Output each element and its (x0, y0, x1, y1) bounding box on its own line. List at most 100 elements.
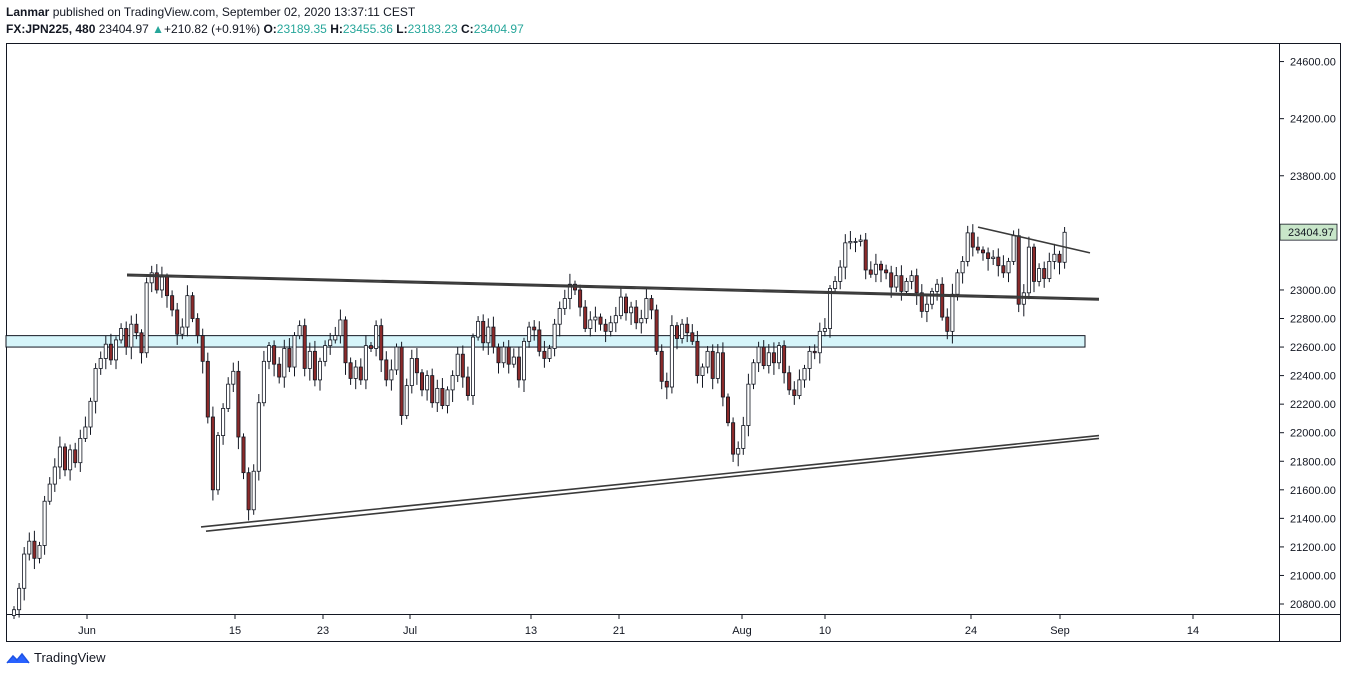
candle-up (83, 426, 88, 439)
candle-down (899, 275, 904, 292)
candle-up (705, 350, 710, 368)
candle-down (236, 370, 241, 438)
candle-down (649, 298, 654, 311)
trendline-4 (205, 437, 1100, 533)
candle-up (251, 470, 256, 511)
candle-down (246, 472, 251, 511)
candle-down (975, 246, 980, 251)
candle-up (1052, 253, 1057, 262)
candle-up (817, 330, 822, 354)
candle-down (73, 449, 78, 464)
x-tick-label: 13 (525, 625, 537, 637)
candle-up (848, 241, 853, 244)
candle-down (241, 436, 246, 474)
candle-down (782, 345, 787, 374)
candle-up (639, 318, 644, 324)
candle-down (685, 323, 690, 334)
candle-up (613, 315, 618, 324)
candle-down (108, 343, 113, 361)
candle-down (190, 295, 195, 319)
candle-up (159, 276, 164, 291)
candle-up (389, 369, 394, 381)
author-name[interactable]: Lanmar (6, 5, 50, 19)
trendline-3 (200, 434, 1100, 528)
candle-up (88, 400, 93, 428)
candle-down (726, 396, 731, 424)
candle-down (1001, 265, 1006, 274)
open-label: O: (263, 22, 277, 36)
candle-down (863, 239, 868, 271)
change-arrow: ▲ (152, 22, 165, 36)
candle-up (669, 325, 674, 388)
candle-up (282, 348, 287, 378)
candle-up (1047, 261, 1052, 279)
candle-up (180, 326, 185, 335)
candle-up (567, 283, 572, 299)
x-tick-label: 10 (819, 625, 831, 637)
candle-up (822, 328, 827, 332)
candle-up (470, 336, 475, 396)
candle-up (1037, 268, 1042, 282)
y-tick-label: 23000.00 (1290, 285, 1336, 297)
x-tick-label: Jul (403, 625, 417, 637)
candle-up (42, 500, 47, 546)
candle-up (323, 345, 328, 362)
candle-up (266, 345, 271, 362)
candle-up (353, 366, 358, 379)
candle-up (27, 540, 32, 555)
tradingview-footer[interactable]: TradingView (6, 650, 106, 665)
candle-up (409, 358, 414, 387)
candle-up (838, 266, 843, 282)
candle-up (297, 325, 302, 337)
candle-down (542, 350, 547, 359)
candle-down (996, 256, 1001, 267)
candle-up (588, 319, 593, 329)
candle-down (664, 380, 669, 388)
ohlc-legend: FX:JPN225, 480 23404.97 ▲+210.82 (+0.91%… (6, 22, 524, 36)
candle-up (522, 340, 527, 381)
candle-down (491, 326, 496, 348)
trendline-1 (126, 273, 1100, 300)
x-tick-label: 14 (1187, 625, 1199, 637)
published-text: published on TradingView.com, September … (52, 5, 416, 19)
candle-up (114, 339, 119, 361)
candle-up (746, 383, 751, 426)
candle-down (496, 346, 501, 364)
candle-down (787, 372, 792, 391)
low-value: 23183.23 (407, 22, 458, 36)
candle-up (328, 339, 333, 347)
y-tick-label: 22800.00 (1290, 314, 1336, 326)
y-tick-label: 21200.00 (1290, 542, 1336, 554)
y-tick-label: 22200.00 (1290, 399, 1336, 411)
y-tick-label: 21400.00 (1290, 513, 1336, 525)
candle-up (425, 375, 430, 391)
candle-down (583, 306, 588, 329)
last-price: 23404.97 (98, 22, 149, 36)
candle-down (879, 263, 884, 271)
candle-up (547, 348, 552, 359)
candle-up (185, 295, 190, 328)
candle-down (532, 326, 537, 331)
candle-up (68, 449, 73, 471)
last-price-label: 23404.97 (1288, 227, 1334, 239)
candle-down (945, 316, 950, 332)
x-tick-label: 21 (613, 625, 625, 637)
candle-down (384, 359, 389, 381)
candle-up (608, 322, 613, 332)
candle-up (394, 346, 399, 371)
candle-up (853, 241, 858, 243)
candle-up (317, 360, 322, 381)
candle-up (930, 290, 935, 305)
candle-up (991, 256, 996, 259)
candle-up (256, 402, 261, 472)
close-value: 23404.97 (473, 22, 524, 36)
candle-up (98, 358, 103, 369)
candle-up (226, 383, 231, 409)
candle-down (710, 350, 715, 379)
candle-down (195, 318, 200, 337)
candle-down (164, 276, 169, 297)
candle-up (955, 272, 960, 295)
candle-down (634, 306, 639, 324)
candle-down (792, 389, 797, 396)
